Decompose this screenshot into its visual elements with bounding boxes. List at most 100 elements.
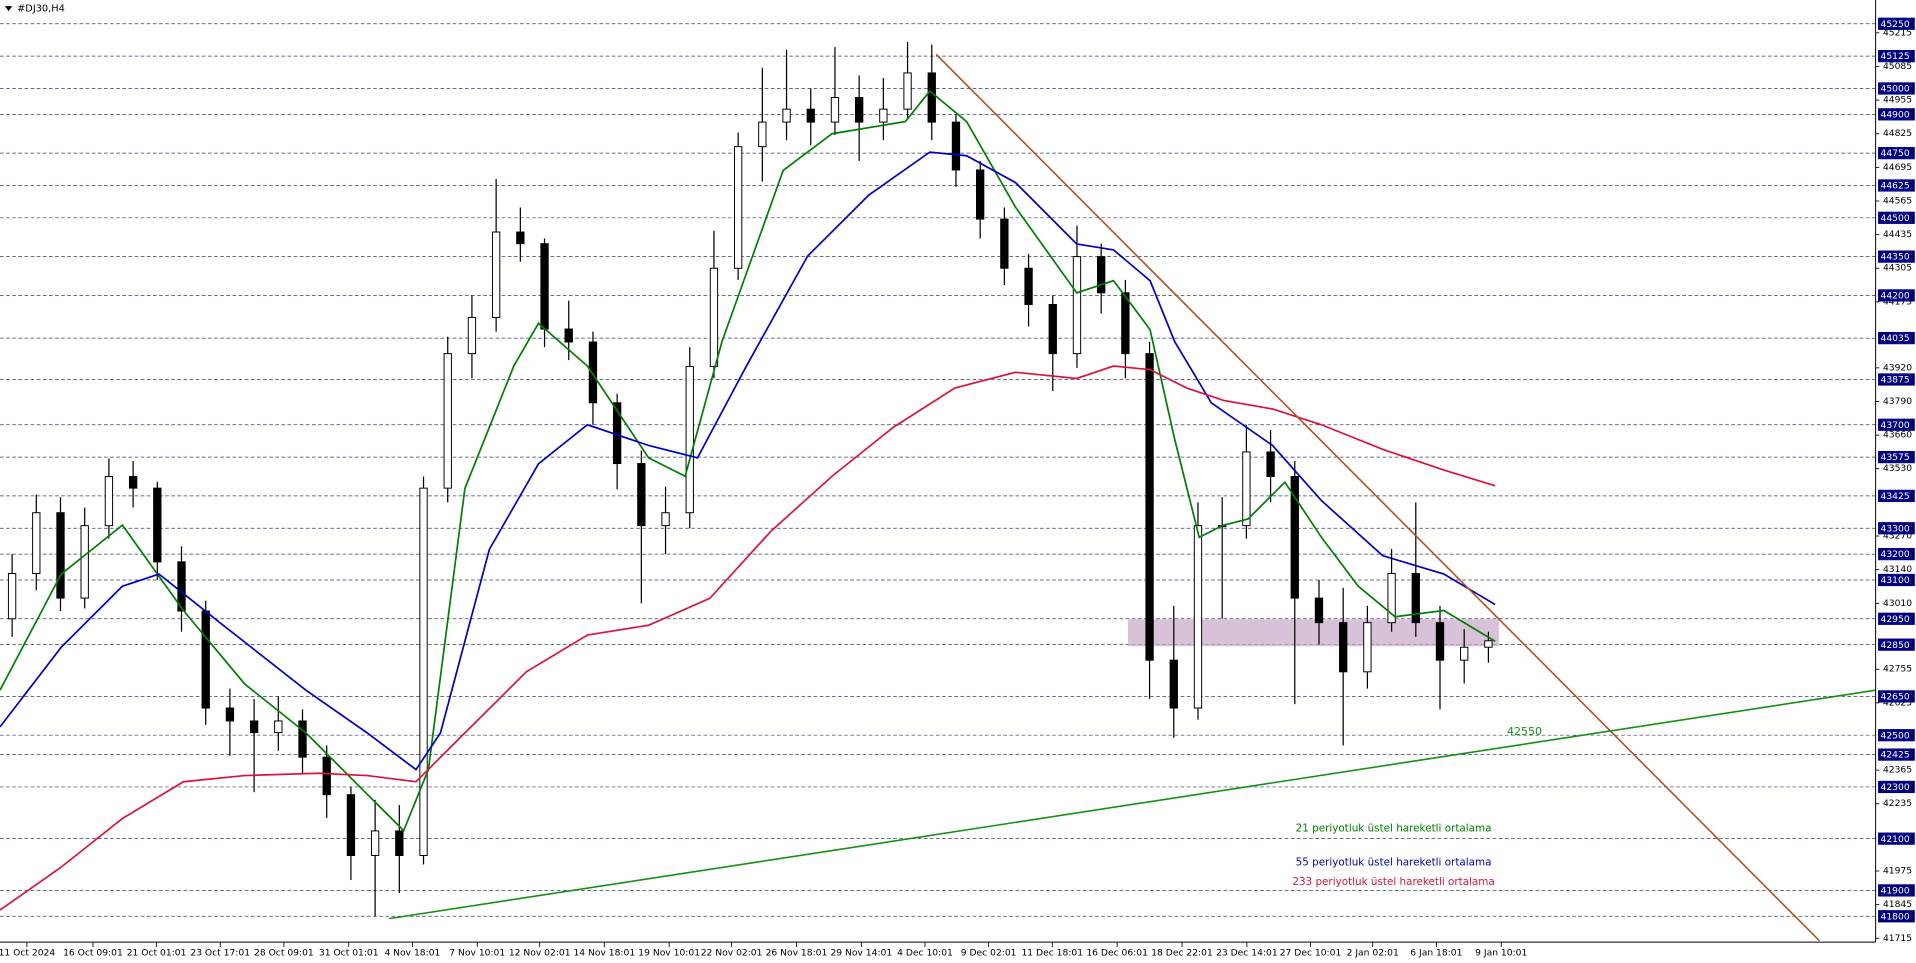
x-tick-label: 16 Oct 09:01	[63, 948, 123, 959]
x-tick-label: 19 Nov 10:01	[638, 948, 700, 959]
candle-body	[782, 108, 791, 123]
level-box	[1878, 211, 1915, 224]
candle-body	[80, 525, 89, 599]
candle-body	[419, 487, 428, 856]
y-tick-label: 43660	[1883, 430, 1912, 441]
candle-body	[903, 72, 912, 110]
level-label: 43575	[1881, 452, 1910, 463]
x-tick-label: 28 Oct 09:01	[254, 948, 314, 959]
level-label: 43700	[1881, 420, 1910, 431]
level-label: 44750	[1881, 148, 1910, 159]
level-box	[1878, 373, 1915, 386]
x-tick-label: 14 Nov 18:01	[573, 948, 635, 959]
level-box	[1878, 638, 1915, 651]
candle-body	[854, 97, 864, 123]
x-tick-label: 16 Dec 06:01	[1086, 948, 1148, 959]
x-tick-label: 4 Nov 18:01	[384, 948, 440, 959]
y-tick-label: 42365	[1883, 765, 1912, 776]
candle-body	[225, 707, 235, 722]
candle-body	[1121, 292, 1130, 355]
trendline-label: 42550	[1507, 725, 1542, 738]
level-box	[1878, 884, 1915, 897]
y-tick-label: 42755	[1883, 664, 1912, 675]
x-tick-label: 9 Dec 02:01	[961, 948, 1017, 959]
legend-entry: 233 periyotluk üstel hareketli ortalama	[1292, 876, 1494, 888]
level-label: 44350	[1881, 252, 1910, 263]
candle-body	[56, 512, 65, 599]
candle-body	[370, 830, 380, 856]
level-box	[1878, 573, 1915, 587]
level-box	[1878, 729, 1915, 742]
y-tick-label: 41975	[1883, 866, 1912, 877]
level-label: 44500	[1881, 213, 1910, 224]
level-label: 42300	[1881, 782, 1910, 793]
legend-entry: 55 periyotluk üstel hareketli ortalama	[1296, 857, 1492, 869]
candle-body	[322, 756, 331, 796]
level-box	[1878, 450, 1915, 464]
candle-body	[758, 121, 767, 148]
candle-body	[1314, 597, 1324, 624]
candle-body	[1266, 451, 1275, 477]
level-label: 45125	[1881, 51, 1910, 62]
x-tick-label: 26 Nov 18:01	[766, 948, 828, 959]
candle-body	[104, 476, 114, 527]
level-label: 42850	[1881, 640, 1910, 651]
level-label: 41900	[1881, 886, 1910, 897]
y-tick-label: 44435	[1883, 229, 1912, 240]
level-box	[1878, 331, 1915, 345]
y-tick-label: 45215	[1883, 27, 1912, 38]
candle-body	[1169, 659, 1178, 709]
candle-body	[806, 108, 815, 123]
candle-body	[1242, 451, 1251, 527]
candle-body	[879, 108, 888, 123]
y-tick-label: 43530	[1883, 463, 1912, 474]
candle-body	[1193, 525, 1203, 709]
level-box	[1878, 418, 1915, 431]
candle-body	[588, 341, 598, 404]
candle-body	[32, 512, 41, 575]
x-tick-label: 9 Jan 10:01	[1475, 948, 1527, 959]
level-box	[1878, 17, 1915, 30]
level-label: 44900	[1881, 109, 1910, 120]
legend-entry: 21 periyotluk üstel hareketli ortalama	[1296, 822, 1492, 834]
candle-body	[177, 561, 186, 612]
y-tick-label: 43790	[1883, 396, 1912, 407]
candle-body	[661, 512, 670, 527]
y-tick-label: 44695	[1883, 162, 1912, 173]
level-box	[1878, 780, 1915, 794]
moving-average	[0, 151, 1496, 771]
candle-body	[1363, 622, 1372, 673]
y-tick-label: 43920	[1883, 362, 1912, 373]
level-box	[1878, 489, 1915, 503]
candle-body	[395, 830, 404, 856]
x-tick-label: 11 Oct 2024	[0, 948, 55, 959]
level-box	[1878, 179, 1915, 192]
level-label: 42950	[1881, 614, 1910, 625]
y-tick-label: 42625	[1883, 697, 1912, 708]
candle-body	[298, 720, 307, 758]
candle-body	[7, 573, 17, 620]
moving-average	[0, 365, 1496, 911]
chart-title: #DJ30,H4	[17, 4, 65, 15]
candle-body	[1048, 303, 1057, 355]
menu-triangle[interactable]	[4, 6, 13, 12]
candle-body	[733, 146, 743, 269]
candle-body	[1024, 267, 1033, 305]
candle-body	[540, 243, 549, 330]
candle-body	[564, 328, 573, 343]
candle-body	[516, 231, 525, 245]
x-tick-label: 12 Nov 02:01	[509, 948, 571, 959]
level-label: 42500	[1881, 730, 1910, 741]
level-box	[1878, 147, 1915, 160]
level-box	[1878, 910, 1915, 923]
level-label: 41800	[1881, 911, 1910, 922]
candle-body	[685, 366, 694, 514]
y-tick-label: 44175	[1883, 296, 1912, 307]
level-label: 43425	[1881, 491, 1910, 502]
candle-body	[443, 353, 452, 489]
level-box	[1878, 82, 1915, 95]
y-tick-label: 44825	[1883, 128, 1912, 139]
level-box	[1878, 50, 1915, 63]
level-label: 45000	[1881, 84, 1910, 95]
